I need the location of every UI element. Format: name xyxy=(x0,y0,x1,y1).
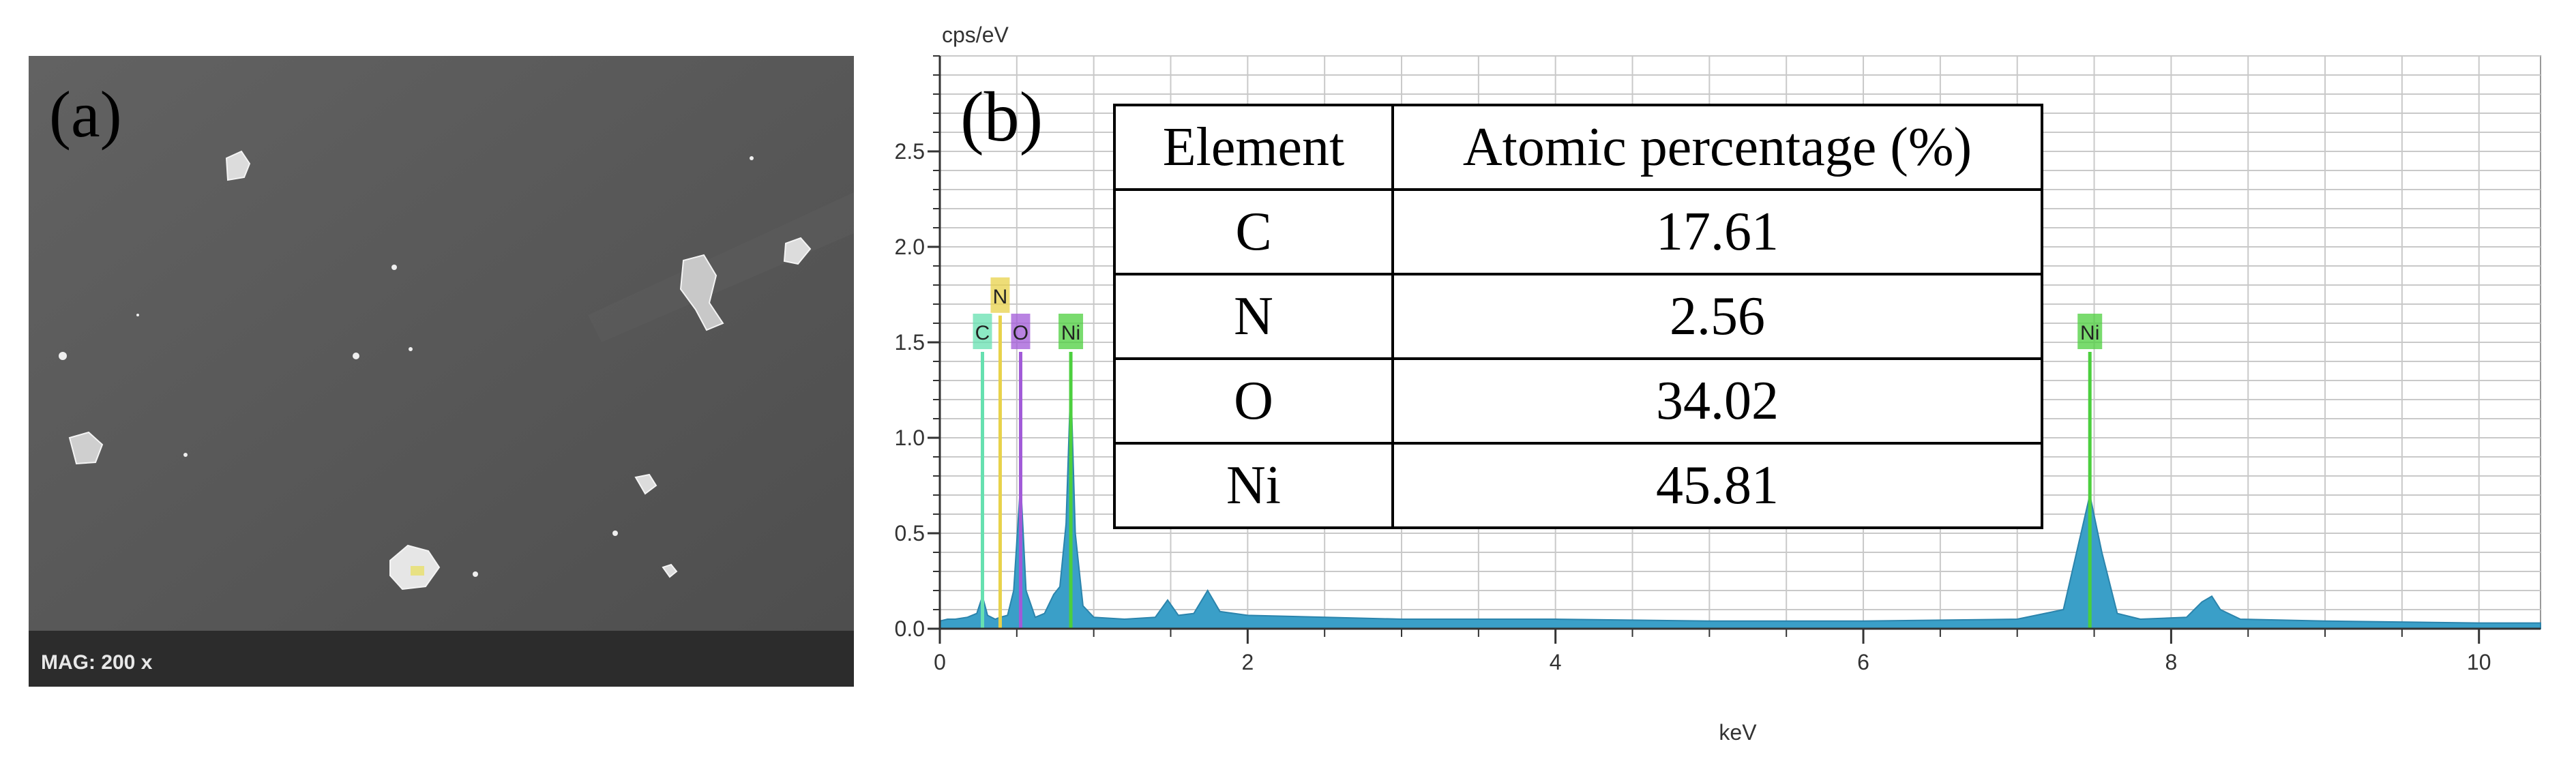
y-tick-label: 2.0 xyxy=(895,235,925,259)
marker-badge-o xyxy=(1011,314,1031,349)
panel-b-label: (b) xyxy=(960,78,1043,156)
table-cell-element: N xyxy=(1113,273,1394,360)
table-cell-value: 17.61 xyxy=(1391,188,2043,275)
table-cell-value: 45.81 xyxy=(1391,442,2043,529)
y-tick-label: 0.5 xyxy=(895,521,925,546)
x-tick-label: 8 xyxy=(2165,650,2177,674)
table-cell-element: O xyxy=(1113,357,1394,445)
table-row: Ni 45.81 xyxy=(1113,442,2043,529)
table-row: N 2.56 xyxy=(1113,273,2043,360)
table-cell-value: 34.02 xyxy=(1391,357,2043,445)
marker-label-o: O xyxy=(1013,322,1028,344)
marker-badge-ni xyxy=(1058,314,1084,349)
sem-image xyxy=(29,56,854,687)
sem-micrograph: (a) MAG: 200 x xyxy=(29,56,854,687)
table-cell-value: 2.56 xyxy=(1391,273,2043,360)
panel-a-label: (a) xyxy=(49,78,122,151)
element-markers: CNO Ni Ni xyxy=(973,277,2103,629)
x-tick-label: 0 xyxy=(934,650,946,674)
y-axis-label: cps/eV xyxy=(942,23,1009,47)
marker-badge-ni xyxy=(2077,314,2103,349)
table-header-atomic-percentage: Atomic percentage (%) xyxy=(1391,104,2043,191)
marker-badge-c xyxy=(973,314,992,349)
magnification-label: MAG: 200 x xyxy=(41,651,153,674)
spectrum-series xyxy=(939,380,2541,629)
chart-axes: cps/eV keV 0.0 0.5 1.0 1.5 2.0 2.5 0 2 4 6 8 10 xyxy=(895,23,2541,745)
marker-label-ni: Ni xyxy=(2080,322,2099,344)
table-row: C 17.61 xyxy=(1113,188,2043,275)
y-tick-label: 2.5 xyxy=(895,139,925,164)
table-header-element: Element xyxy=(1113,104,1394,191)
atomic-percentage-table: Element Atomic percentage (%) C 17.61 N … xyxy=(1113,104,2043,529)
y-tick-label: 1.5 xyxy=(895,330,925,355)
sem-info-bar xyxy=(29,631,854,687)
spectrum-area xyxy=(939,380,2541,629)
y-tick-label: 0.0 xyxy=(895,616,925,641)
marker-label-c: C xyxy=(975,322,990,344)
marker-label-n: N xyxy=(993,286,1008,308)
marker-badge-n xyxy=(990,277,1010,313)
x-tick-label: 6 xyxy=(1857,650,1869,674)
x-tick-label: 10 xyxy=(2467,650,2491,674)
table-header-row: Element Atomic percentage (%) xyxy=(1113,104,2043,191)
table-cell-element: C xyxy=(1113,188,1394,275)
x-tick-label: 4 xyxy=(1550,650,1562,674)
y-tick-label: 1.0 xyxy=(895,426,925,450)
x-axis-label: keV xyxy=(1719,720,1757,745)
table-cell-element: Ni xyxy=(1113,442,1394,529)
marker-label-ni: Ni xyxy=(1061,322,1080,344)
x-tick-label: 2 xyxy=(1241,650,1254,674)
table-row: O 34.02 xyxy=(1113,357,2043,445)
